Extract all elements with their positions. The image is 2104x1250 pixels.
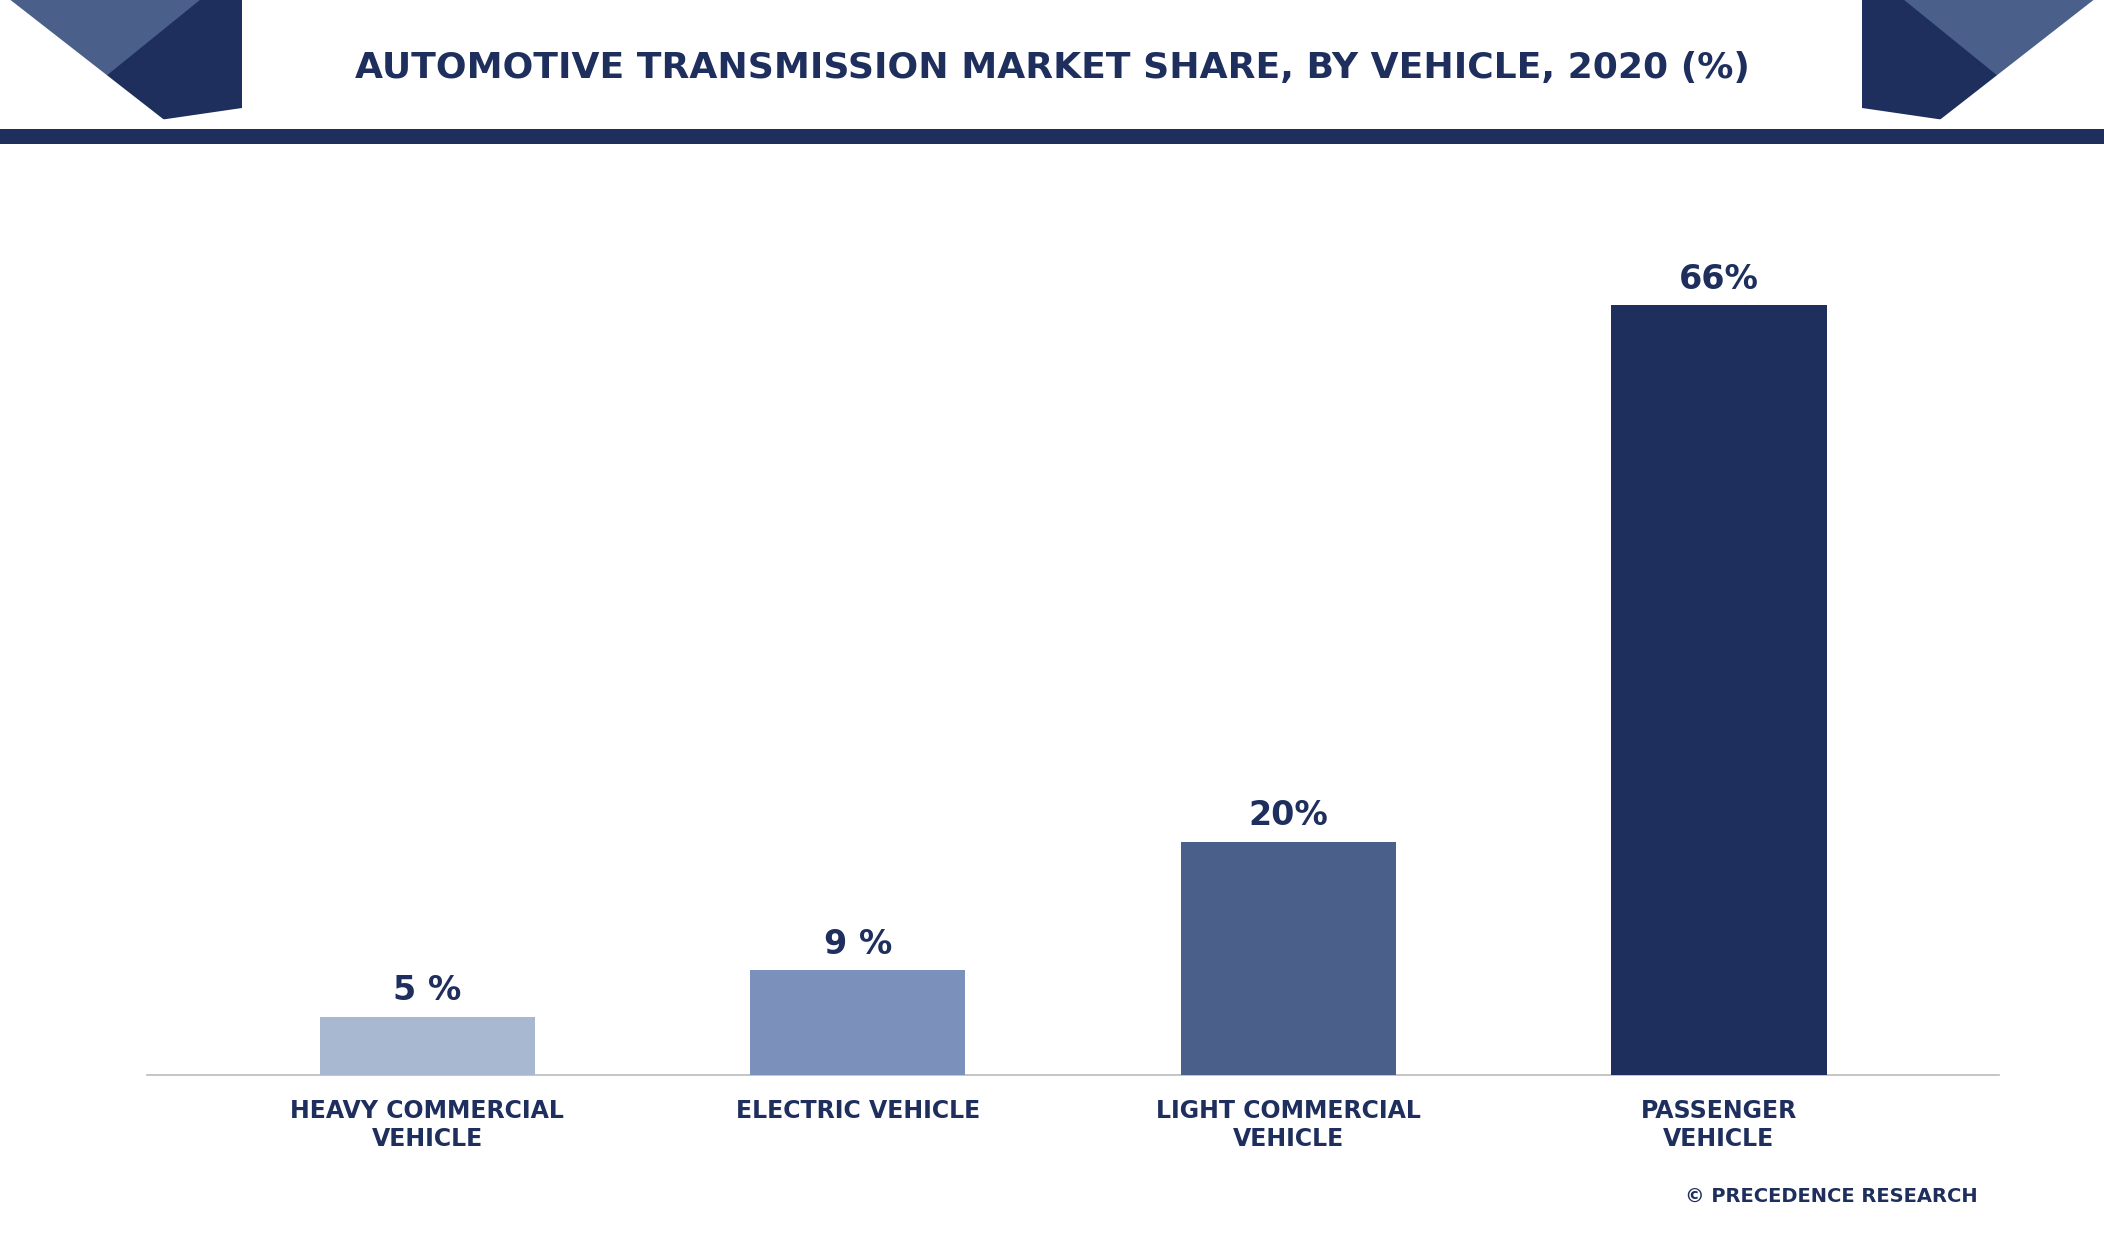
Text: © PRECEDENCE RESEARCH: © PRECEDENCE RESEARCH bbox=[1685, 1188, 1978, 1206]
Polygon shape bbox=[0, 0, 179, 131]
Bar bbox=[1180, 841, 1395, 1075]
Bar bbox=[320, 1016, 534, 1075]
Polygon shape bbox=[1862, 107, 2020, 131]
Text: 9 %: 9 % bbox=[823, 928, 892, 961]
Polygon shape bbox=[84, 107, 242, 131]
Polygon shape bbox=[1925, 0, 2104, 131]
Polygon shape bbox=[0, 0, 242, 131]
Polygon shape bbox=[0, 0, 200, 131]
Polygon shape bbox=[1904, 0, 2104, 131]
Bar bbox=[751, 970, 966, 1075]
Text: 20%: 20% bbox=[1248, 799, 1328, 832]
Text: 5 %: 5 % bbox=[393, 974, 461, 1008]
Text: 66%: 66% bbox=[1679, 262, 1759, 296]
Polygon shape bbox=[1862, 0, 2104, 131]
Bar bbox=[1612, 305, 1826, 1075]
Text: AUTOMOTIVE TRANSMISSION MARKET SHARE, BY VEHICLE, 2020 (%): AUTOMOTIVE TRANSMISSION MARKET SHARE, BY… bbox=[356, 51, 1748, 85]
